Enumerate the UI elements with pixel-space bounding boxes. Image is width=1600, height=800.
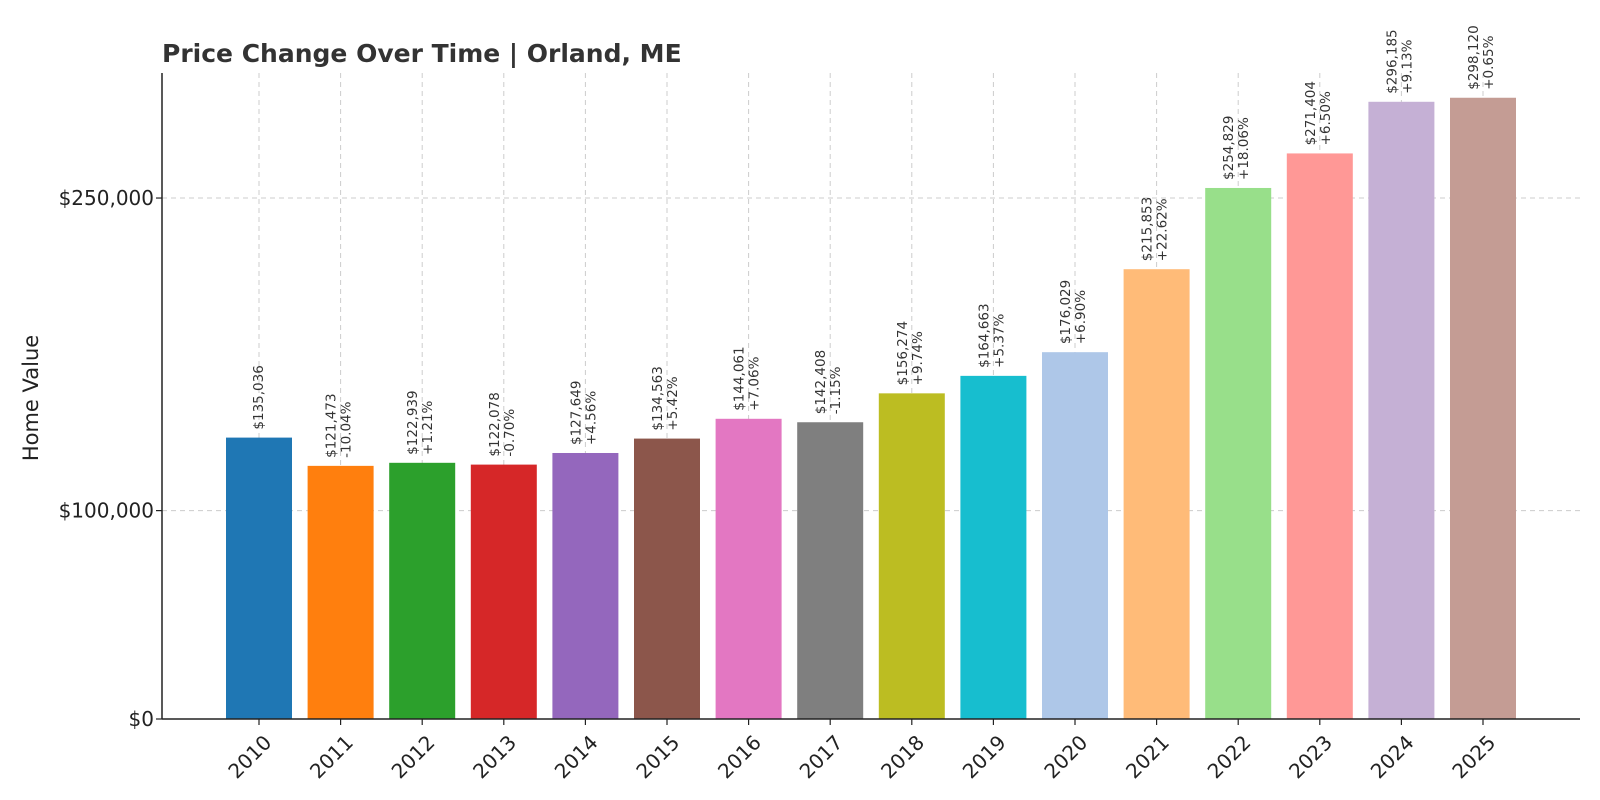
bar-2021 (1123, 269, 1190, 719)
y-tick-label: $250,000 (59, 186, 154, 210)
change-label-2025: +0.65% (1481, 35, 1497, 89)
chart-title: Price Change Over Time | Orland, ME (162, 39, 682, 68)
change-label-2021: +22.62% (1155, 198, 1171, 261)
x-tick-label-2019: 2019 (958, 730, 1011, 783)
value-label-2019: $164,663 (976, 303, 992, 367)
value-label-2024: $296,185 (1384, 29, 1400, 93)
value-label-2014: $127,649 (568, 381, 584, 445)
x-tick-label-2021: 2021 (1121, 730, 1174, 783)
value-label-2011: $121,473 (324, 393, 340, 457)
value-label-2025: $298,120 (1466, 25, 1482, 89)
bar-2019 (960, 375, 1027, 719)
bars (226, 97, 1516, 719)
bar-2017 (797, 422, 864, 719)
x-tick-labels: 2010 2011 2012 2013 2014 2015 2016 2017 2018 2019… (223, 730, 1500, 783)
bar-2014 (552, 452, 619, 719)
value-label-2023: $271,404 (1303, 81, 1319, 145)
change-label-2022: +18.06% (1236, 117, 1252, 180)
x-tick-label-2020: 2020 (1039, 730, 1092, 783)
change-label-2016: +7.06% (747, 356, 763, 410)
x-tick-label-2016: 2016 (713, 730, 766, 783)
bar-2022 (1205, 187, 1272, 719)
bar-2013 (470, 464, 537, 719)
value-label-2016: $144,061 (732, 346, 748, 410)
x-tick-label-2025: 2025 (1447, 730, 1500, 783)
change-label-2015: +5.42% (665, 376, 681, 430)
x-tick-label-2024: 2024 (1366, 730, 1419, 783)
x-tick-label-2013: 2013 (468, 730, 521, 783)
change-label-2017: -1.15% (828, 366, 844, 414)
bar-2023 (1286, 153, 1353, 719)
change-label-2024: +9.13% (1399, 39, 1415, 93)
x-tick-label-2018: 2018 (876, 730, 929, 783)
y-tick-labels: $0 $100,000 $250,000 (59, 186, 154, 731)
value-label-2015: $134,563 (650, 366, 666, 430)
y-axis-label: Home Value (19, 335, 43, 461)
change-label-2018: +9.74% (910, 331, 926, 385)
value-label-2021: $215,853 (1140, 197, 1156, 261)
value-label-2022: $254,829 (1221, 116, 1237, 180)
value-label-2010: $135,036 (251, 365, 267, 429)
y-tick-label: $0 (129, 707, 154, 731)
change-label-2011: -10.04% (339, 401, 355, 458)
value-label-2018: $156,274 (895, 321, 911, 385)
change-label-2019: +5.37% (991, 313, 1007, 367)
value-label-2013: $122,078 (487, 392, 503, 456)
change-label-2012: +1.21% (420, 400, 436, 454)
x-tick-label-2015: 2015 (631, 730, 684, 783)
grid-lines (162, 73, 1580, 719)
data-labels: $135,036 $121,473 -10.04% $122,939 +1.21% $12… (251, 25, 1497, 458)
x-tick-label-2017: 2017 (795, 730, 848, 783)
change-label-2020: +6.90% (1073, 290, 1089, 344)
change-label-2014: +4.56% (583, 391, 599, 445)
x-tick-label-2010: 2010 (223, 730, 276, 783)
bar-2025 (1450, 97, 1516, 719)
change-label-2013: -0.70% (502, 409, 518, 457)
bar-2020 (1042, 352, 1108, 719)
value-label-2012: $122,939 (405, 390, 421, 454)
bar-2024 (1368, 101, 1435, 719)
value-label-2020: $176,029 (1058, 280, 1074, 344)
x-tick-label-2012: 2012 (387, 730, 440, 783)
x-tick-label-2011: 2011 (305, 730, 358, 783)
bar-2011 (307, 465, 374, 719)
bar-2016 (715, 418, 782, 719)
x-tick-label-2022: 2022 (1203, 730, 1256, 783)
x-tick-label-2014: 2014 (550, 730, 603, 783)
change-label-2023: +6.50% (1318, 91, 1334, 145)
y-tick-label: $100,000 (59, 499, 154, 523)
value-label-2017: $142,408 (813, 350, 829, 414)
bar-2015 (634, 438, 700, 719)
axes (156, 73, 1580, 725)
bar-2018 (878, 393, 945, 719)
bar-2010 (226, 437, 292, 719)
x-tick-label-2023: 2023 (1284, 730, 1337, 783)
bar-2012 (389, 462, 456, 719)
